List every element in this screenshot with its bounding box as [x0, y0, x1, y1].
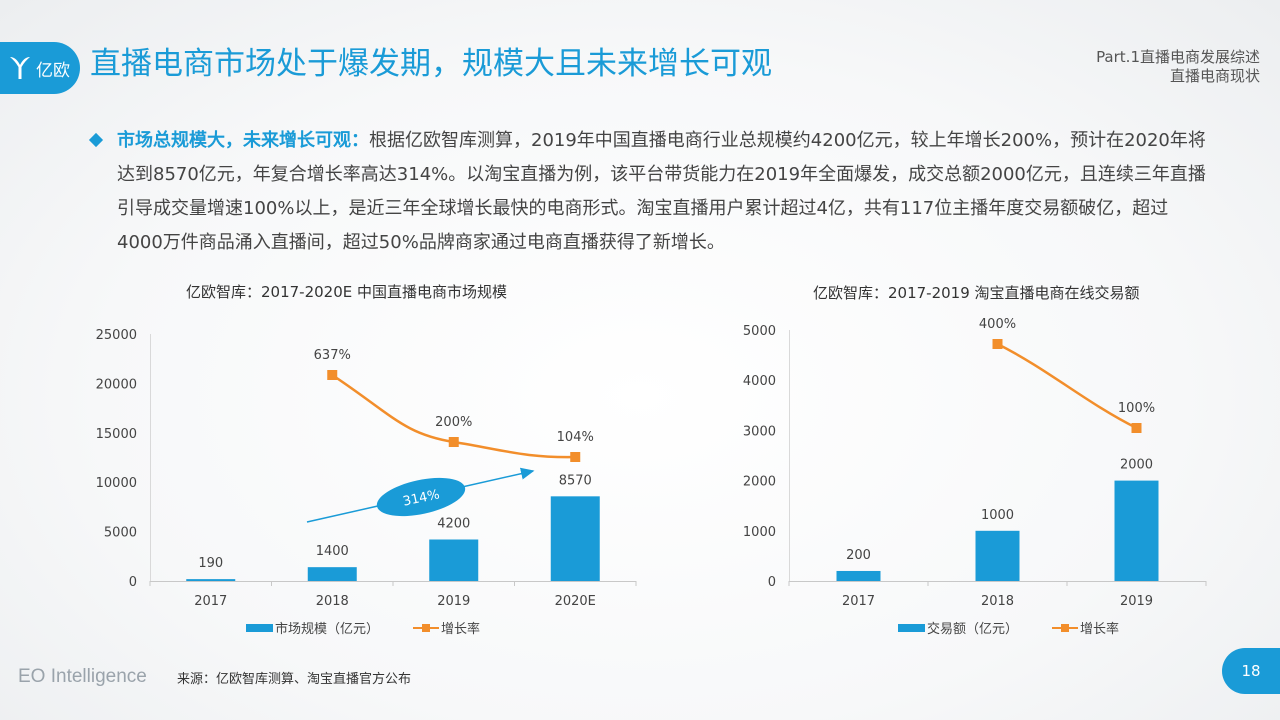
- bar-value-label: 4200: [437, 517, 470, 532]
- page-number: 18: [1222, 648, 1280, 694]
- legend-market-size: 市场规模（亿元） 增长率: [246, 618, 480, 637]
- section-sub: 直播电商现状: [1169, 67, 1260, 85]
- section-part: Part.1直播电商发展综述: [1096, 48, 1260, 66]
- legend-label-bar: 市场规模（亿元）: [275, 622, 380, 637]
- x-tick-label: 2017: [194, 594, 227, 609]
- y-tick-label: 20000: [96, 377, 137, 392]
- y-tick-label: 0: [129, 575, 137, 590]
- legend-swatch-bar: [246, 623, 273, 632]
- brand-logo-text: 亿欧: [36, 60, 70, 81]
- page-title: 直播电商市场处于爆发期，规模大且未来增长可观: [90, 46, 772, 82]
- bar-value-label: 190: [198, 556, 223, 571]
- growth-rate-point: [327, 370, 338, 380]
- footer-brand: EO Intelligence: [18, 666, 147, 687]
- bar-value-label: 8570: [559, 473, 592, 488]
- summary-lead: 市场总规模大，未来增长可观：: [117, 130, 369, 151]
- growth-rate-label: 200%: [435, 415, 472, 430]
- brand-logo-icon: [10, 57, 30, 79]
- legend-swatch-bar: [898, 623, 925, 632]
- legend-taobao-gmv: 交易额（亿元） 增长率: [898, 618, 1119, 637]
- section-label: Part.1直播电商发展综述 直播电商现状: [1096, 48, 1260, 86]
- x-tick-label: 2020E: [555, 594, 596, 609]
- legend-label-line: 增长率: [1080, 622, 1120, 637]
- legend-item-line: 增长率: [413, 618, 480, 637]
- legend-swatch-line: [413, 623, 440, 632]
- legend-item-bar: 市场规模（亿元）: [246, 618, 379, 637]
- legend-swatch-line: [1052, 623, 1079, 632]
- y-tick-label: 10000: [96, 476, 137, 491]
- growth-rate-label: 104%: [557, 430, 594, 445]
- bar-value-label: 1400: [316, 544, 349, 559]
- growth-rate-label: 637%: [314, 348, 351, 363]
- growth-rate-point: [448, 437, 459, 447]
- bar: [186, 579, 236, 581]
- x-tick-label: 2019: [437, 594, 470, 609]
- summary-paragraph: 市场总规模大，未来增长可观：根据亿欧智库测算，2019年中国直播电商行业总规模约…: [117, 124, 1207, 260]
- brand-logo: 亿欧: [0, 42, 80, 94]
- bar: [550, 496, 600, 581]
- chart-title-taobao-gmv: 亿欧智库：2017-2019 淘宝直播电商在线交易额: [813, 284, 1140, 302]
- legend-item-line: 增长率: [1052, 618, 1119, 637]
- legend-label-line: 增长率: [441, 622, 481, 637]
- legend-item-bar: 交易额（亿元）: [898, 618, 1018, 637]
- growth-rate-point: [570, 452, 581, 462]
- summary-body: 根据亿欧智库测算，2019年中国直播电商行业总规模约4200亿元，较上年增长20…: [117, 130, 1206, 253]
- cagr-badge: [376, 477, 466, 517]
- y-tick-label: 25000: [96, 328, 137, 343]
- legend-label-bar: 交易额（亿元）: [927, 622, 1019, 637]
- bar: [429, 539, 479, 581]
- chart-title-market-size: 亿欧智库：2017-2020E 中国直播电商市场规模: [186, 283, 508, 301]
- x-tick-label: 2018: [316, 594, 349, 609]
- y-tick-label: 5000: [104, 526, 137, 541]
- source-note: 来源：亿欧智库测算、淘宝直播官方公布: [177, 672, 412, 687]
- y-tick-label: 15000: [96, 427, 137, 442]
- bar: [307, 567, 357, 581]
